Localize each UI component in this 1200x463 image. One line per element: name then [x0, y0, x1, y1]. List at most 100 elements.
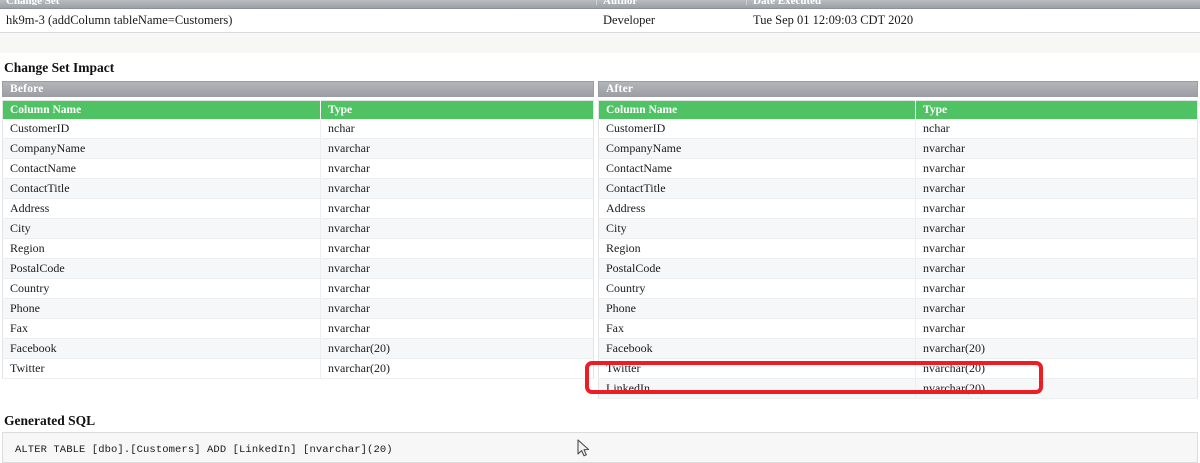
after-table-body: CustomerID nchar CompanyName nvarchar Contac…: [598, 119, 1198, 399]
table-row[interactable]: Facebook nvarchar(20): [598, 338, 1198, 359]
cell-column-name: LinkedIn: [598, 378, 916, 399]
after-header-column-name: Column Name: [598, 100, 916, 119]
after-table: Column Name Type CustomerID nchar CompanyN…: [598, 100, 1198, 399]
table-row[interactable]: Region nvarchar: [598, 238, 1198, 259]
before-header-column-name: Column Name: [2, 100, 321, 119]
cell-column-type: nvarchar: [320, 198, 594, 219]
after-new-column-row[interactable]: LinkedIn nvarchar(20): [598, 378, 1198, 399]
cell-column-type: nvarchar: [915, 298, 1198, 319]
cell-column-type: nvarchar(20): [915, 378, 1198, 399]
table-row[interactable]: City nvarchar: [2, 218, 594, 239]
cell-column-type: nvarchar(20): [320, 358, 594, 379]
table-row[interactable]: Facebook nvarchar(20): [2, 338, 594, 359]
cell-column-type: nvarchar: [320, 138, 594, 159]
cell-column-name: Twitter: [2, 358, 321, 379]
cell-column-name: ContactName: [598, 158, 916, 179]
cell-column-type: nvarchar: [915, 238, 1198, 259]
cell-column-type: nvarchar: [320, 218, 594, 239]
table-row[interactable]: Address nvarchar: [2, 198, 594, 219]
cell-column-name: Region: [598, 238, 916, 259]
changeset-table: Change Set Author Date Executed hk9m-3 (…: [0, 0, 1200, 33]
cell-column-name: CompanyName: [2, 138, 321, 159]
cell-column-name: Phone: [598, 298, 916, 319]
changeset-col-header-date: Date Executed: [747, 0, 1200, 5]
cell-column-type: nvarchar(20): [320, 338, 594, 359]
cell-column-name: Phone: [2, 298, 321, 319]
table-row[interactable]: Phone nvarchar: [598, 298, 1198, 319]
cell-column-type: nvarchar: [320, 298, 594, 319]
cell-column-type: nchar: [320, 119, 594, 139]
after-header-type: Type: [915, 100, 1198, 119]
cell-column-name: CompanyName: [598, 138, 916, 159]
table-row[interactable]: Region nvarchar: [2, 238, 594, 259]
changeset-col-header-author: Author: [597, 0, 747, 5]
table-row[interactable]: Phone nvarchar: [2, 298, 594, 319]
cell-column-name: Address: [2, 198, 321, 219]
table-row[interactable]: Country nvarchar: [2, 278, 594, 299]
cell-column-type: nvarchar: [320, 238, 594, 259]
table-row[interactable]: CustomerID nchar: [598, 119, 1198, 139]
cell-column-name: Address: [598, 198, 916, 219]
table-row[interactable]: Twitter nvarchar(20): [2, 358, 594, 379]
table-row[interactable]: City nvarchar: [598, 218, 1198, 239]
cell-column-name: CustomerID: [598, 119, 916, 139]
before-table-body: CustomerID nchar CompanyName nvarchar Contac…: [2, 119, 594, 379]
table-row[interactable]: Fax nvarchar: [598, 318, 1198, 339]
cell-column-type: nvarchar: [320, 278, 594, 299]
cell-column-type: nvarchar(20): [915, 338, 1198, 359]
cell-column-name: Facebook: [598, 338, 916, 359]
cell-column-type: nvarchar: [320, 318, 594, 339]
generated-sql-title: Generated SQL: [4, 413, 96, 428]
table-row[interactable]: ContactTitle nvarchar: [2, 178, 594, 199]
changeset-table-row[interactable]: hk9m-3 (addColumn tableName=Customers) D…: [0, 9, 1200, 33]
cell-column-name: Country: [2, 278, 321, 299]
cell-column-name: Fax: [598, 318, 916, 339]
before-panel: Before Column Name Type CustomerID nchar C…: [2, 81, 594, 379]
before-panel-label: Before: [2, 81, 594, 97]
cell-column-type: nvarchar(20): [915, 358, 1198, 379]
cell-column-type: nvarchar: [320, 158, 594, 179]
cell-column-type: nvarchar: [320, 178, 594, 199]
generated-sql-box[interactable]: ALTER TABLE [dbo].[Customers] ADD [Linke…: [2, 432, 1198, 463]
table-row[interactable]: ContactName nvarchar: [598, 158, 1198, 179]
cell-column-type: nvarchar: [915, 198, 1198, 219]
cell-column-type: nvarchar: [915, 138, 1198, 159]
table-row[interactable]: Address nvarchar: [598, 198, 1198, 219]
table-row[interactable]: Twitter nvarchar(20): [598, 358, 1198, 379]
after-panel-label: After: [598, 81, 1198, 97]
table-row[interactable]: CompanyName nvarchar: [2, 138, 594, 159]
before-table-header-row: Column Name Type: [2, 100, 594, 119]
cell-column-name: Fax: [2, 318, 321, 339]
cell-column-type: nvarchar: [320, 258, 594, 279]
cell-column-name: Region: [2, 238, 321, 259]
before-table: Column Name Type CustomerID nchar CompanyN…: [2, 100, 594, 379]
cell-column-name: PostalCode: [2, 258, 321, 279]
cell-column-type: nvarchar: [915, 218, 1198, 239]
cell-column-type: nvarchar: [915, 158, 1198, 179]
table-row[interactable]: PostalCode nvarchar: [598, 258, 1198, 279]
cell-column-type: nvarchar: [915, 278, 1198, 299]
table-row[interactable]: ContactTitle nvarchar: [598, 178, 1198, 199]
cell-column-name: City: [2, 218, 321, 239]
before-header-type: Type: [320, 100, 594, 119]
changeset-table-header-row: Change Set Author Date Executed: [0, 0, 1200, 9]
cell-column-name: ContactName: [2, 158, 321, 179]
table-row[interactable]: ContactName nvarchar: [2, 158, 594, 179]
cell-column-name: Facebook: [2, 338, 321, 359]
table-row[interactable]: Country nvarchar: [598, 278, 1198, 299]
table-row[interactable]: PostalCode nvarchar: [2, 258, 594, 279]
cell-column-name: ContactTitle: [598, 178, 916, 199]
cell-column-name: Country: [598, 278, 916, 299]
cell-column-type: nvarchar: [915, 178, 1198, 199]
cell-column-name: PostalCode: [598, 258, 916, 279]
table-row[interactable]: Fax nvarchar: [2, 318, 594, 339]
changeset-author-cell: Developer: [603, 13, 656, 27]
cell-column-name: City: [598, 218, 916, 239]
table-row[interactable]: CompanyName nvarchar: [598, 138, 1198, 159]
section-spacer: [0, 33, 1200, 53]
generated-sql-statement: ALTER TABLE [dbo].[Customers] ADD [Linke…: [15, 444, 393, 456]
table-row[interactable]: CustomerID nchar: [2, 119, 594, 139]
changeset-col-header-changeset: Change Set: [0, 0, 597, 5]
after-panel: After Column Name Type CustomerID nchar Co…: [598, 81, 1198, 399]
